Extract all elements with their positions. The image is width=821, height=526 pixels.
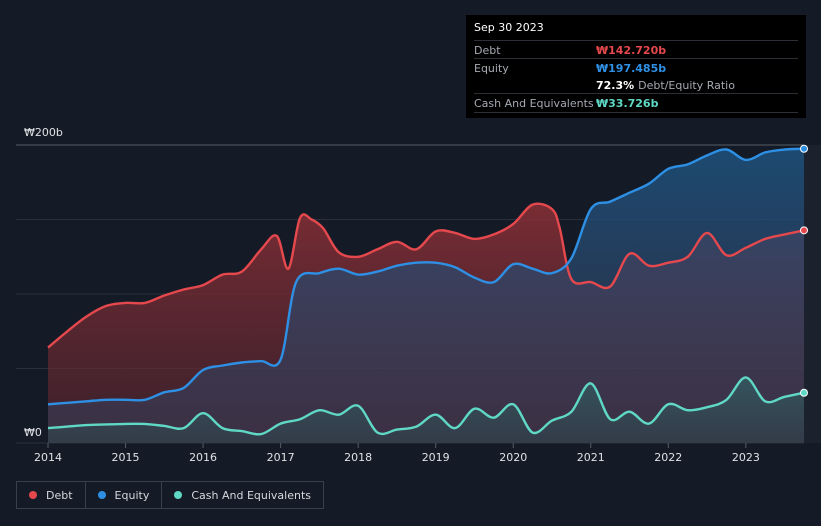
y-tick-label: ₩200b xyxy=(24,126,63,139)
x-tick-label: 2014 xyxy=(34,451,62,464)
equity-line xyxy=(47,147,805,406)
y-axis-ticks: ₩0 ₩200b xyxy=(24,126,63,439)
tooltip-debt-row: Debt ₩142.720b xyxy=(474,40,798,58)
tooltip-ratio-label: Debt/Equity Ratio xyxy=(638,78,735,92)
tooltip-equity-value: ₩197.485b xyxy=(596,61,667,75)
tooltip-cash-label: Cash And Equivalents xyxy=(474,96,594,110)
equity-end-marker xyxy=(800,144,808,153)
cash-and-equivalents-line xyxy=(47,376,805,436)
x-tick-label: 2017 xyxy=(267,451,295,464)
tooltip-cash-value: ₩33.726b xyxy=(596,96,659,110)
x-tick-label: 2023 xyxy=(732,451,760,464)
legend-equity-swatch xyxy=(97,491,106,499)
x-tick-label: 2022 xyxy=(654,451,682,464)
tooltip-ratio-value: 72.3% xyxy=(596,78,635,92)
equity-area xyxy=(48,148,804,443)
tooltip-debt-value: ₩142.720b xyxy=(596,43,667,57)
end-markers xyxy=(800,144,808,397)
x-tick-label: 2019 xyxy=(422,451,450,464)
legend-cash-label: Cash And Equivalents xyxy=(191,488,311,502)
cash-and-equivalents-end-marker xyxy=(800,388,808,397)
legend-debt-swatch xyxy=(29,491,37,499)
series-lines xyxy=(47,147,805,436)
x-tick-label: 2021 xyxy=(577,451,605,464)
tooltip-equity-row: Equity ₩197.485b xyxy=(474,58,798,76)
legend-item-equity[interactable]: Equity xyxy=(85,481,163,509)
tooltip-date: Sep 30 2023 xyxy=(474,21,544,34)
debt-line xyxy=(47,202,805,349)
legend-equity-label: Equity xyxy=(114,488,150,502)
tooltip-cash-row: Cash And Equivalents ₩33.726b xyxy=(474,93,798,113)
tooltip-equity-label: Equity xyxy=(474,61,509,75)
legend-item-debt[interactable]: Debt xyxy=(16,481,86,509)
tooltip-debt-label: Debt xyxy=(474,43,501,57)
x-tick-label: 2018 xyxy=(344,451,372,464)
x-tick-label: 2016 xyxy=(189,451,217,464)
x-tick-label: 2015 xyxy=(112,451,140,464)
cash-and-equivalents-area xyxy=(48,377,804,443)
x-tick-label: 2020 xyxy=(499,451,527,464)
plot-right-shade xyxy=(804,145,821,443)
series-areas xyxy=(48,148,804,443)
legend-item-cash[interactable]: Cash And Equivalents xyxy=(162,481,324,509)
chart-legend: Debt Equity Cash And Equivalents xyxy=(16,481,324,511)
legend-debt-label: Debt xyxy=(46,488,73,502)
x-axis-ticks: 2014 2015 2016 2017 2018 2019 2020 2021 2022 2023 xyxy=(34,443,760,464)
debt-end-marker xyxy=(800,226,808,235)
legend-cash-swatch xyxy=(174,491,183,499)
y-tick-label: ₩0 xyxy=(24,426,42,439)
tooltip-panel: Sep 30 2023 Debt ₩142.720b Equity ₩197.4… xyxy=(466,15,806,118)
tooltip-ratio-row: 72.3% Debt/Equity Ratio xyxy=(474,76,798,93)
